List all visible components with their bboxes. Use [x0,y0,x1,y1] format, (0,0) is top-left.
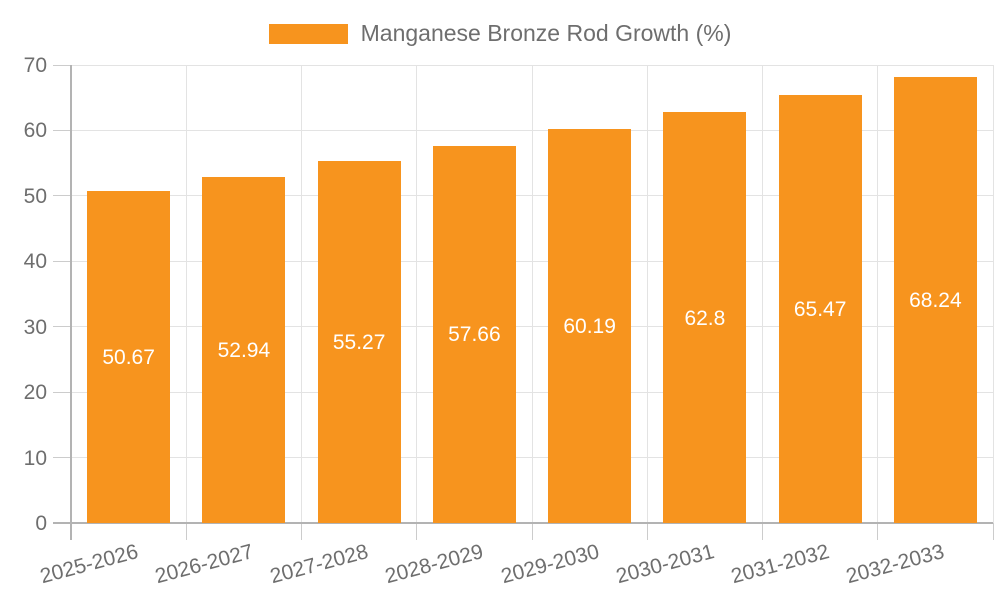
bar [893,76,977,523]
bar-value-label: 50.67 [102,346,155,370]
legend[interactable]: Manganese Bronze Rod Growth (%) [0,22,1000,45]
y-axis-label: 70 [23,54,47,77]
y-axis-tick [53,326,71,328]
bar [778,94,862,523]
bar-value-label: 57.66 [448,323,501,347]
y-axis-tick [53,391,71,393]
y-axis-label: 60 [23,119,47,143]
bar-value-label: 65.47 [793,297,847,321]
bar [317,161,401,523]
legend-label: Manganese Bronze Rod Growth (%) [360,20,732,46]
bar-value-label: 68.24 [909,288,962,312]
y-axis-tick [53,260,71,262]
x-axis-line [71,522,993,524]
x-gridline [301,65,302,523]
x-gridline [646,65,648,523]
bar [548,129,632,523]
x-axis-tick [185,523,187,540]
y-axis-label: 20 [23,381,47,405]
x-axis-tick [301,523,302,540]
bar [432,145,516,523]
x-axis-tick [646,523,648,540]
bar [87,191,171,523]
y-axis-label: 30 [23,315,47,339]
x-gridline [416,65,418,523]
y-axis-tick [53,64,71,66]
x-gridline [531,65,533,523]
y-axis-line [70,65,72,523]
legend-swatch[interactable] [268,23,348,44]
x-axis-tick [877,523,879,540]
bar [202,176,286,523]
y-axis-label: 40 [23,250,47,274]
x-axis-tick [762,523,763,540]
x-axis-tick [70,523,72,540]
y-axis-label: 10 [23,446,47,470]
y-axis-label: 50 [23,184,47,208]
y-axis-label: 0 [35,512,47,535]
x-gridline [992,65,994,523]
x-axis-tick [531,523,533,540]
bar-value-label: 55.27 [332,331,386,355]
x-axis-tick [416,523,418,540]
bar [663,112,747,523]
bar-value-label: 60.19 [563,315,616,339]
bar-value-label: 52.94 [217,338,271,362]
x-gridline [877,65,879,523]
y-axis-tick [53,522,71,524]
x-gridline [185,65,187,523]
x-gridline [762,65,763,523]
y-axis-tick [53,129,71,131]
bar-value-label: 62.8 [684,306,726,330]
y-axis-tick [53,457,71,459]
x-axis-tick [992,523,994,540]
y-axis-tick [53,195,71,197]
